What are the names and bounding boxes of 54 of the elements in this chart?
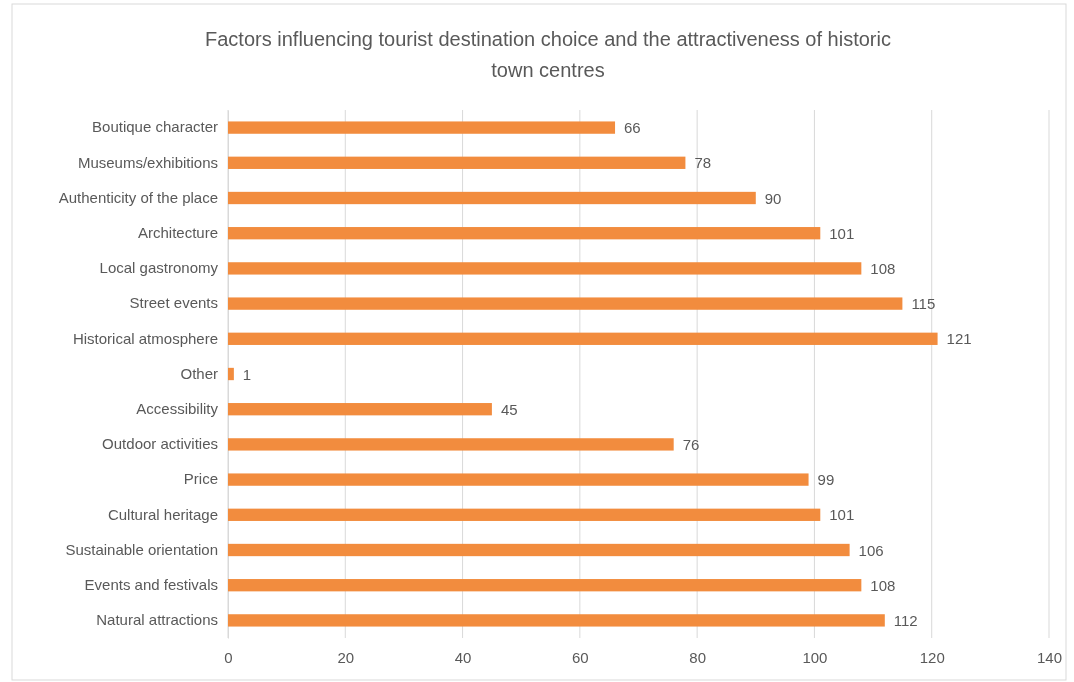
y-tick-label: Other [180,364,218,382]
bar [228,579,862,592]
data-label: 115 [911,295,936,313]
y-tick-label: Street events [129,294,218,312]
y-tick-label: Natural attractions [96,611,218,629]
data-label: 108 [870,259,896,277]
bar [228,403,492,416]
y-tick-label: Museums/exhibitions [77,153,218,171]
bar [228,121,616,134]
bar [228,543,850,557]
data-label: 101 [829,506,855,524]
x-tick-label: 60 [572,648,589,666]
data-label: 1 [242,365,252,383]
data-label: 112 [893,611,918,629]
y-tick-label: Boutique character [92,118,218,136]
y-tick-label: Authenticity of the place [58,188,218,206]
x-tick-label: 40 [454,648,472,666]
data-label: 121 [946,330,972,348]
y-tick-label: Sustainable orientation [65,540,218,558]
bar [228,156,686,169]
bar [228,227,821,240]
bar [228,473,809,486]
y-tick-label: Architecture [137,224,218,241]
y-tick-label: Events and festivals [84,576,218,593]
data-label: 66 [624,119,641,137]
data-label: 106 [858,541,884,559]
x-tick-label: 140 [1036,648,1063,666]
bar [228,614,885,627]
data-label: 78 [694,154,712,172]
x-tick-label: 20 [337,648,355,666]
y-tick-label: Cultural heritage [107,505,218,523]
bar [228,438,674,451]
y-tick-label: Outdoor activities [102,435,218,453]
y-tick-label: Local gastronomy [99,259,219,277]
bar [228,367,234,381]
x-tick-label: 120 [919,648,945,666]
x-tick-label: 100 [802,648,828,666]
data-label: 90 [764,189,782,207]
bar [228,332,938,345]
data-label: 108 [870,576,896,594]
chart-title: Factors influencing tourist destination choice and the attractiveness of historic town centres [205,28,891,81]
data-label: 99 [817,471,835,489]
bar [228,297,903,310]
bar [228,262,862,275]
y-tick-label: Price [183,470,218,488]
x-tick-label: 80 [689,648,706,666]
y-tick-label: Historical atmosphere [72,329,218,347]
data-label: 76 [682,435,700,453]
data-label: 101 [829,224,855,242]
bar [228,191,756,205]
x-tick-label: 0 [224,648,233,666]
data-label: 45 [500,400,518,418]
y-tick-label: Accessibility [136,400,219,417]
bar [228,508,821,521]
